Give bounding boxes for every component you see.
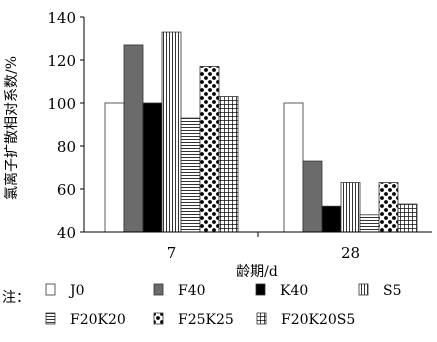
bar-f20k20-28 — [359, 214, 380, 233]
legend-label-f20k20: F20K20 — [70, 312, 126, 328]
y-tick-label: 120 — [47, 52, 76, 70]
x-tick-label: 28 — [341, 244, 360, 262]
bar-f20k20-7 — [180, 117, 201, 233]
bar-k40-28 — [321, 205, 342, 233]
legend-swatch-f20k20s5 — [256, 312, 267, 325]
y-tick-label: 40 — [57, 224, 76, 242]
legend-label-k40: K40 — [280, 283, 308, 299]
legend-swatch-k40 — [255, 283, 266, 296]
y-axis-ticks: 40 60 80 100 120 140 — [47, 9, 84, 242]
legend-label-j0: J0 — [68, 283, 85, 299]
legend-label-f25k25: F25K25 — [178, 312, 234, 328]
x-axis-ticks: 7 28 — [167, 232, 360, 262]
x-tick-label: 7 — [167, 244, 177, 262]
legend-swatch-s5 — [358, 283, 369, 296]
legend-swatch-f25k25 — [153, 312, 164, 325]
bar-s5-28 — [340, 182, 361, 233]
legend-label-s5: S5 — [383, 283, 402, 299]
legend: J0 F40 K40 S5 F20K20 F25K25 F20K20S5 — [45, 283, 402, 328]
legend-swatch-j0 — [45, 283, 56, 296]
y-tick-label: 80 — [57, 138, 76, 156]
y-tick-label: 60 — [57, 181, 76, 199]
legend-note: 注： — [2, 290, 30, 306]
bar-j0-7 — [104, 102, 125, 233]
bar-j0-28 — [283, 102, 304, 233]
bar-k40-7 — [142, 102, 163, 233]
y-tick-label: 100 — [47, 95, 76, 113]
bar-f20k20s5-28 — [397, 203, 418, 233]
legend-label-f20k20s5: F20K20S5 — [281, 312, 355, 328]
bar-s5-7 — [161, 31, 182, 233]
bars — [104, 31, 418, 233]
bar-f25k25-7 — [199, 66, 220, 233]
y-axis-label: 氯离子扩散相对系数/% — [3, 56, 20, 200]
bar-f20k20s5-7 — [218, 96, 239, 233]
x-axis-label: 龄期/d — [236, 264, 278, 280]
legend-label-f40: F40 — [178, 283, 206, 299]
bar-f25k25-28 — [378, 182, 399, 233]
bar-f40-28 — [302, 160, 323, 233]
legend-swatch-f20k20 — [45, 312, 56, 325]
bar-f40-7 — [123, 44, 144, 233]
legend-swatch-f40 — [153, 283, 164, 296]
y-tick-label: 140 — [47, 9, 76, 27]
